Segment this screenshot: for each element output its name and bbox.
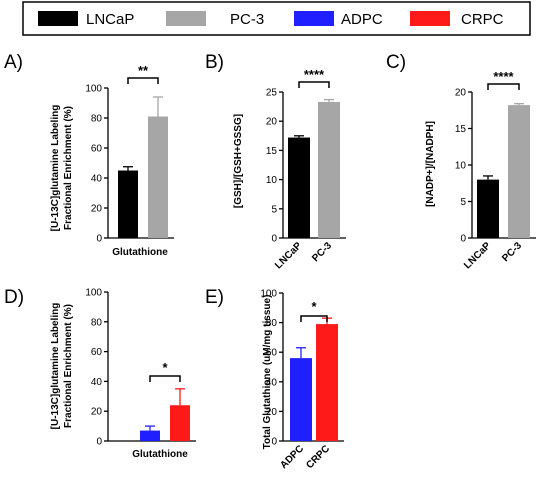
panel-d-ylabel-line2: Fractional Enrichment (%) <box>63 304 74 428</box>
panel-c-xtick-label-pc3: PC-3 <box>500 240 524 264</box>
panel-a-ylabel-line2: Fractional Enrichment (%) <box>63 106 74 230</box>
panel-e-bar-adpc <box>290 358 312 441</box>
panel-d-ytick-label: 0 <box>96 437 102 448</box>
legend-label-lncap: LNCaP <box>86 11 134 28</box>
panel-e-xtick-label-adpc: ADPC <box>278 443 306 471</box>
legend-label-adpc: ADPC <box>341 11 383 28</box>
panel-e-xtick-label-crpc: CRPC <box>304 443 332 471</box>
legend-swatch-crpc <box>410 11 450 26</box>
panel-a-ytick-label: 80 <box>91 114 103 125</box>
panel-a-significance-label: ** <box>138 63 149 78</box>
panel-c-plot: 0 5 10 15 20 LNCaP PC-3 **** <box>455 69 536 271</box>
panel-b-significance-bracket <box>298 81 330 88</box>
panel-b-ytick-label: 20 <box>266 117 278 128</box>
panel-d-bar-adpc <box>140 430 160 441</box>
panel-d-ytick-label: 20 <box>91 407 103 418</box>
legend-swatch-lncap <box>38 11 78 26</box>
panel-d-ytick-label: 100 <box>85 288 102 299</box>
panel-d-ytick-label: 80 <box>91 317 103 328</box>
panel-e-ytick-label: 0 <box>271 437 277 448</box>
panel-a-significance-bracket <box>127 77 159 84</box>
legend-label-pc3: PC-3 <box>230 11 264 28</box>
panel-a: A) [U-13C]glutamine Labeling Fractional … <box>4 52 174 258</box>
panel-b-ytick-label: 15 <box>266 146 278 157</box>
panel-e-ytick-label: 80 <box>266 318 278 329</box>
panel-b-ytick-label: 10 <box>266 175 278 186</box>
panel-c-ytick-label: 15 <box>455 124 467 135</box>
panel-a-ytick-label: 20 <box>91 204 103 215</box>
panel-c-bar-pc3 <box>508 105 530 238</box>
panel-b-xtick-label-lncap: LNCaP <box>273 240 304 271</box>
panel-a-bar-lncap <box>118 170 138 238</box>
legend-swatch-adpc <box>294 11 334 26</box>
panel-d-significance-label: * <box>162 360 168 375</box>
panel-b-bar-pc3 <box>318 101 340 238</box>
panel-a-bar-pc3 <box>148 116 168 238</box>
panel-e-bar-crpc <box>316 324 338 441</box>
panel-a-ytick-label: 60 <box>91 144 103 155</box>
panel-b-significance-label: **** <box>304 67 325 82</box>
panel-d-ytick-label: 60 <box>91 347 103 358</box>
panel-d: D) [U-13C]glutamine Labeling Fractional … <box>4 287 196 460</box>
panel-a-ylabel-line1: [U-13C]glutamine Labeling <box>50 105 61 232</box>
panel-d-bar-crpc <box>170 405 190 441</box>
panel-a-ytick-label: 0 <box>96 234 102 245</box>
panel-e-ytick-label: 20 <box>266 407 278 418</box>
panel-b-bar-lncap <box>288 137 310 238</box>
legend: LNCaP PC-3 ADPC CRPC <box>22 1 531 36</box>
panel-e-ytick-label: 60 <box>266 348 278 359</box>
legend-swatch-pc3 <box>166 11 206 26</box>
legend-frame <box>22 1 531 36</box>
panel-c-ytick-label: 10 <box>455 161 467 172</box>
panel-c-ytick-label: 0 <box>460 234 466 245</box>
panel-e-ytick-label: 40 <box>266 377 278 388</box>
panel-c-significance-label: **** <box>493 69 514 84</box>
panel-e-ylabel: Total Glutathione (uM/mg tissue) <box>262 295 273 450</box>
panel-e-significance-bracket <box>300 315 328 322</box>
legend-label-crpc: CRPC <box>461 11 504 28</box>
panel-d-xlabel: Glutathione <box>132 449 188 460</box>
panel-d-label: D) <box>4 287 24 308</box>
panel-b-xtick-label-pc3: PC-3 <box>310 240 334 264</box>
panel-c-bar-lncap <box>477 179 499 238</box>
panel-b-ytick-label: 5 <box>271 204 277 215</box>
panel-b-plot: 0 5 10 15 20 25 LNCaP PC-3 **** <box>266 67 346 271</box>
panel-c-ylabel: [NADP+]/[NADPH] <box>425 121 436 207</box>
panel-c-ytick-label: 5 <box>460 197 466 208</box>
panel-b-ytick-label: 0 <box>271 234 277 245</box>
panel-c-significance-bracket <box>487 83 520 90</box>
panel-e-ytick-label: 100 <box>260 289 277 300</box>
panel-a-ytick-label: 100 <box>85 84 102 95</box>
panel-e-significance-label: * <box>311 299 317 314</box>
panel-c-ytick-label: 20 <box>455 88 467 99</box>
panel-c-xtick-label-lncap: LNCaP <box>462 240 493 271</box>
panel-e: E) Total Glutathione (uM/mg tissue) 0 20 4… <box>205 287 344 471</box>
panel-a-label: A) <box>4 52 23 73</box>
panel-b-label: B) <box>205 52 224 73</box>
panel-c: C) [NADP+]/[NADPH] 0 5 10 15 20 LNCaP PC-3 **** <box>386 52 536 271</box>
panel-d-plot: 0 20 40 60 80 100 * <box>85 288 196 448</box>
panel-d-ylabel-line1: [U-13C]glutamine Labeling <box>50 303 61 430</box>
panel-b: B) [GSH]/[GSH+GSSG] 0 5 10 15 20 25 LNCaP PC-3 *… <box>205 52 346 271</box>
panel-d-ytick-label: 40 <box>91 377 103 388</box>
panel-d-significance-bracket <box>149 375 181 382</box>
panel-b-ytick-label: 25 <box>266 88 278 99</box>
panel-c-label: C) <box>386 52 406 73</box>
panel-a-plot: 0 20 40 60 80 100 ** <box>85 63 174 245</box>
panel-b-ylabel: [GSH]/[GSH+GSSG] <box>233 114 244 208</box>
panel-e-label: E) <box>205 287 224 308</box>
panel-a-xlabel: Glutathione <box>112 247 168 258</box>
panel-a-ytick-label: 40 <box>91 174 103 185</box>
